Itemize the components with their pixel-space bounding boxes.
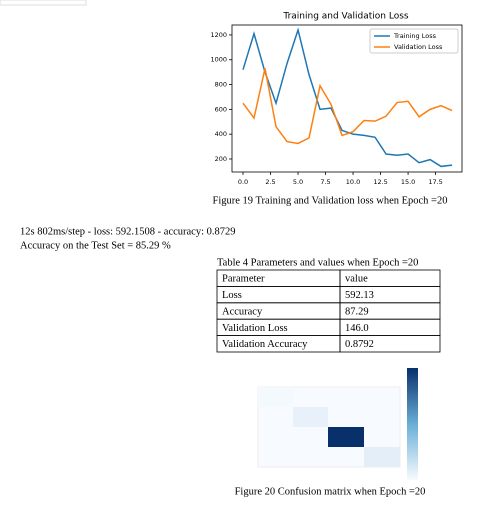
y-tick-label: 1200 xyxy=(210,31,227,39)
y-tick-label: 400 xyxy=(215,130,227,138)
table-text: Loss xyxy=(222,290,242,301)
x-tick-label: 7.5 xyxy=(320,178,330,186)
x-tick-label: 5.0 xyxy=(293,178,303,186)
y-tick-label: 200 xyxy=(215,155,227,163)
x-tick-label: 0.0 xyxy=(238,178,248,186)
chart-title: Training and Validation Loss xyxy=(282,12,409,22)
table-text: Validation Loss xyxy=(222,323,288,334)
figure-caption: Figure 19 Training and Validation loss w… xyxy=(213,195,448,206)
figure-caption: Figure 20 Confusion matrix when Epoch =2… xyxy=(235,486,426,497)
table-text: 592.13 xyxy=(345,290,374,301)
log-line: 12s 802ms/step - loss: 592.1508 - accura… xyxy=(20,226,236,237)
table-text: Validation Accuracy xyxy=(222,339,308,350)
y-tick-label: 600 xyxy=(215,105,227,113)
legend-label: Validation Loss xyxy=(394,43,443,51)
table-header: Parameter xyxy=(222,274,265,285)
table-caption: Table 4 Parameters and values when Epoch… xyxy=(217,257,418,268)
table-text: 146.0 xyxy=(345,323,369,334)
plot-frame xyxy=(231,24,463,173)
table-cell xyxy=(339,335,441,353)
x-tick-label: 2.5 xyxy=(265,178,275,186)
top-strip xyxy=(0,0,87,6)
line-series xyxy=(242,27,453,168)
legend-label: Training Loss xyxy=(393,32,437,40)
table-header: value xyxy=(345,274,368,285)
y-tick-label: 1000 xyxy=(210,56,227,64)
table-text: 0.8792 xyxy=(345,339,374,350)
x-tick-label: 10.0 xyxy=(346,178,360,186)
test-accuracy: Accuracy on the Test Set = 85.29 % xyxy=(20,240,171,251)
y-tick-label: 800 xyxy=(215,81,227,89)
x-tick-label: 15.0 xyxy=(401,178,415,186)
table-text: 87.29 xyxy=(345,306,369,317)
confusion-matrix xyxy=(257,368,418,480)
legend-box xyxy=(369,28,459,54)
table-text: Accuracy xyxy=(222,306,263,317)
x-tick-label: 12.5 xyxy=(373,178,387,186)
line-series xyxy=(242,68,453,145)
x-tick-label: 17.5 xyxy=(428,178,442,186)
